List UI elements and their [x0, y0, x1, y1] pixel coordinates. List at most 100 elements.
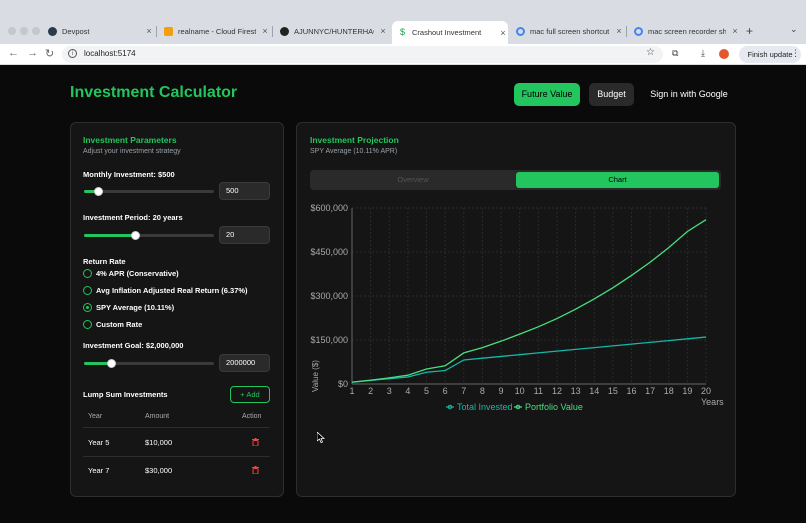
x-tick-label: 11 — [534, 386, 543, 396]
investment-period-label: Investment Period: 20 years — [83, 213, 183, 222]
tab-divider — [156, 26, 157, 37]
investment-period-slider[interactable] — [84, 231, 214, 240]
return-rate-option-spy-average[interactable]: SPY Average (10.11%) — [83, 303, 174, 312]
address-bar[interactable]: i localhost:5174 ☆ — [62, 46, 663, 63]
more-menu-icon[interactable]: ⋮ — [791, 48, 800, 58]
investment-goal-slider[interactable] — [84, 359, 214, 368]
browser-tab-active[interactable]: $ Crashout Investment × — [392, 21, 508, 44]
x-tick-label: 19 — [682, 386, 692, 396]
y-tick-label: $0 — [338, 379, 348, 389]
close-tab-icon[interactable]: × — [500, 27, 506, 38]
browser-tab[interactable]: mac screen recorder shortcut × — [628, 21, 740, 41]
slider-thumb[interactable] — [130, 231, 140, 240]
tab-search-chevron-icon[interactable]: ⌄ — [790, 24, 798, 34]
radio-icon — [83, 320, 92, 329]
return-rate-option-inflation-adjusted[interactable]: Avg Inflation Adjusted Real Return (6.37… — [83, 286, 248, 295]
x-tick-label: 20 — [701, 386, 711, 396]
back-arrow-icon[interactable]: ← — [8, 47, 19, 59]
browser-tab[interactable]: Devpost × — [42, 21, 154, 41]
slider-fill — [84, 190, 99, 193]
monthly-investment-label: Monthly Investment: $500 — [83, 170, 175, 179]
google-icon — [634, 26, 643, 36]
x-tick-label: 1 — [349, 386, 354, 396]
return-rate-label: Return Rate — [83, 257, 126, 266]
x-tick-label: 17 — [645, 386, 655, 396]
y-tick-label: $300,000 — [310, 291, 348, 301]
close-window-button[interactable] — [8, 27, 16, 35]
legend-marker — [515, 404, 521, 410]
reload-icon[interactable]: ↻ — [45, 48, 55, 60]
table-cell-amount: $10,000 — [145, 438, 173, 447]
radio-selected-icon — [83, 303, 92, 312]
download-icon[interactable]: ⤓ — [701, 48, 705, 58]
y-tick-label: $150,000 — [310, 335, 348, 345]
parameters-title: Investment Parameters — [83, 135, 177, 145]
investment-goal-label: Investment Goal: $2,000,000 — [83, 341, 184, 350]
nav-budget-button[interactable]: Budget — [589, 83, 634, 106]
close-tab-icon[interactable]: × — [380, 26, 386, 36]
finish-update-button[interactable]: Finish update — [739, 46, 801, 63]
browser-toolbar: ← → ↻ i localhost:5174 ☆ ⧉ ⤓ Finish upda… — [0, 44, 806, 65]
table-cell-year: Year 5 — [88, 438, 110, 447]
y-tick-label: $600,000 — [310, 203, 348, 213]
close-tab-icon[interactable]: × — [616, 26, 622, 36]
lump-sum-title: Lump Sum Investments — [83, 390, 168, 399]
mouse-cursor-icon — [317, 432, 325, 443]
table-header-action: Action — [242, 413, 262, 420]
close-tab-icon[interactable]: × — [146, 26, 152, 36]
new-tab-button[interactable]: + — [746, 24, 754, 38]
x-tick-label: 8 — [480, 386, 485, 396]
forward-arrow-icon[interactable]: → — [27, 47, 38, 59]
add-lump-sum-button[interactable]: + Add — [230, 386, 270, 403]
legend-marker — [447, 404, 453, 410]
sign-in-google-button[interactable]: Sign in with Google — [650, 89, 728, 99]
investment-goal-input[interactable]: 2000000 — [219, 354, 270, 372]
slider-thumb[interactable] — [94, 187, 104, 196]
trash-icon[interactable] — [252, 466, 259, 474]
legend-label: Total Invested — [457, 402, 513, 412]
site-info-icon[interactable]: i — [68, 49, 77, 58]
firebase-icon — [164, 26, 173, 36]
minimize-window-button[interactable] — [20, 27, 28, 35]
profile-avatar-icon[interactable] — [719, 49, 729, 59]
series-line-total-invested — [351, 336, 707, 383]
return-rate-option-custom[interactable]: Custom Rate — [83, 320, 142, 329]
parameters-subtitle: Adjust your investment strategy — [83, 148, 181, 155]
extensions-puzzle-icon[interactable]: ⧉ — [672, 48, 679, 58]
slider-fill — [84, 362, 112, 365]
maximize-window-button[interactable] — [32, 27, 40, 35]
monthly-investment-input[interactable]: 500 — [219, 182, 270, 200]
table-divider — [83, 456, 270, 457]
x-tick-label: 6 — [443, 386, 448, 396]
return-rate-option-conservative[interactable]: 4% APR (Conservative) — [83, 269, 179, 278]
tab-chart[interactable]: Chart — [516, 172, 719, 188]
close-tab-icon[interactable]: × — [732, 26, 738, 36]
x-tick-label: 10 — [515, 386, 525, 396]
github-icon — [280, 26, 289, 36]
browser-tab[interactable]: mac full screen shortcut × — [510, 21, 624, 41]
browser-tab[interactable]: AJUNNYC/HUNTERHACKS × — [274, 21, 388, 41]
plus-icon: + — [240, 390, 245, 399]
x-tick-label: 14 — [589, 386, 599, 396]
x-tick-label: 7 — [461, 386, 466, 396]
tab-overview[interactable]: Overview — [397, 175, 429, 184]
x-tick-label: 9 — [499, 386, 504, 396]
x-tick-label: 3 — [387, 386, 392, 396]
bookmark-star-icon[interactable]: ☆ — [646, 47, 655, 58]
projection-subtitle: SPY Average (10.11% APR) — [310, 148, 398, 155]
trash-icon[interactable] — [252, 438, 259, 446]
radio-icon — [83, 269, 92, 278]
nav-future-value-button[interactable]: Future Value — [514, 83, 580, 106]
radio-icon — [83, 286, 92, 295]
close-tab-icon[interactable]: × — [262, 26, 268, 36]
browser-tab[interactable]: realname - Cloud Firestore × — [158, 21, 270, 41]
projection-view-tabs: Overview Chart — [310, 170, 721, 190]
investment-period-input[interactable]: 20 — [219, 226, 270, 244]
x-tick-label: 5 — [424, 386, 429, 396]
slider-thumb[interactable] — [107, 359, 117, 368]
x-tick-label: 12 — [552, 386, 562, 396]
monthly-investment-slider[interactable] — [84, 187, 214, 196]
table-header-amount: Amount — [145, 413, 170, 420]
table-cell-amount: $30,000 — [145, 466, 173, 475]
page-title: Investment Calculator — [70, 84, 238, 101]
